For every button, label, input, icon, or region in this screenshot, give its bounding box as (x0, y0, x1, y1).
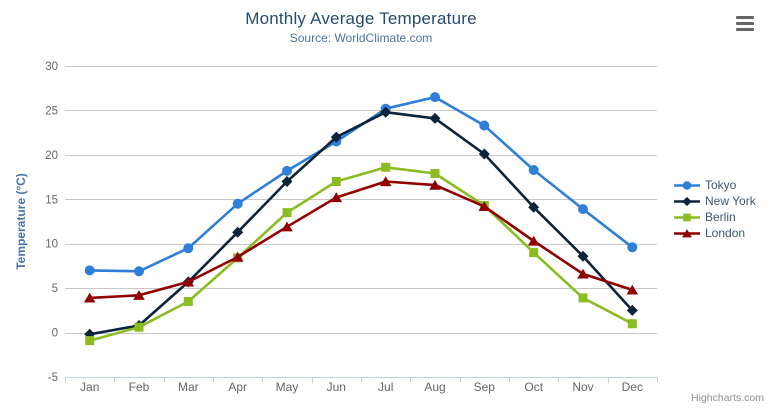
svg-text:Dec: Dec (622, 380, 643, 394)
legend-item-tokyo[interactable]: Tokyo (674, 179, 756, 192)
svg-text:25: 25 (45, 105, 58, 117)
chart-subtitle: Source: WorldClimate.com (289, 31, 433, 45)
svg-text:Nov: Nov (572, 380, 593, 394)
legend: Tokyo New York Berlin London (674, 179, 756, 240)
legend-item-new-york[interactable]: New York (674, 195, 756, 208)
legend-diamond-icon (674, 196, 700, 207)
svg-text:30: 30 (45, 61, 58, 73)
svg-text:Sep: Sep (474, 380, 496, 394)
legend-label: Tokyo (705, 178, 737, 192)
legend-label: Berlin (705, 210, 736, 224)
hamburger-menu-icon (736, 28, 754, 31)
hamburger-menu-icon (736, 22, 754, 25)
svg-text:Feb: Feb (129, 380, 150, 394)
legend-item-berlin[interactable]: Berlin (674, 211, 756, 224)
svg-text:-5: -5 (48, 372, 58, 384)
legend-square-icon (674, 213, 700, 222)
hamburger-menu-icon (736, 16, 754, 19)
credits-link[interactable]: Highcharts.com (691, 392, 764, 404)
svg-text:Aug: Aug (424, 380, 445, 394)
svg-text:Jan: Jan (80, 380, 99, 394)
svg-text:0: 0 (52, 328, 58, 340)
svg-text:Mar: Mar (178, 380, 199, 394)
legend-circle-icon (674, 181, 700, 190)
svg-text:15: 15 (45, 194, 58, 206)
svg-text:5: 5 (52, 283, 58, 295)
svg-text:10: 10 (45, 239, 58, 251)
legend-label: New York (705, 194, 756, 208)
svg-text:Jun: Jun (327, 380, 346, 394)
legend-label: London (705, 226, 746, 240)
svg-text:Jul: Jul (378, 380, 393, 394)
svg-text:Temperature (°C): Temperature (°C) (14, 173, 28, 270)
legend-item-london[interactable]: London (674, 227, 756, 240)
chart-title: Monthly Average Temperature (245, 9, 477, 28)
legend-triangle-icon (674, 229, 700, 238)
svg-text:20: 20 (45, 150, 58, 162)
svg-text:Apr: Apr (228, 380, 247, 394)
svg-text:Oct: Oct (524, 380, 543, 394)
export-menu-button[interactable] (734, 14, 756, 33)
svg-text:May: May (276, 380, 299, 394)
